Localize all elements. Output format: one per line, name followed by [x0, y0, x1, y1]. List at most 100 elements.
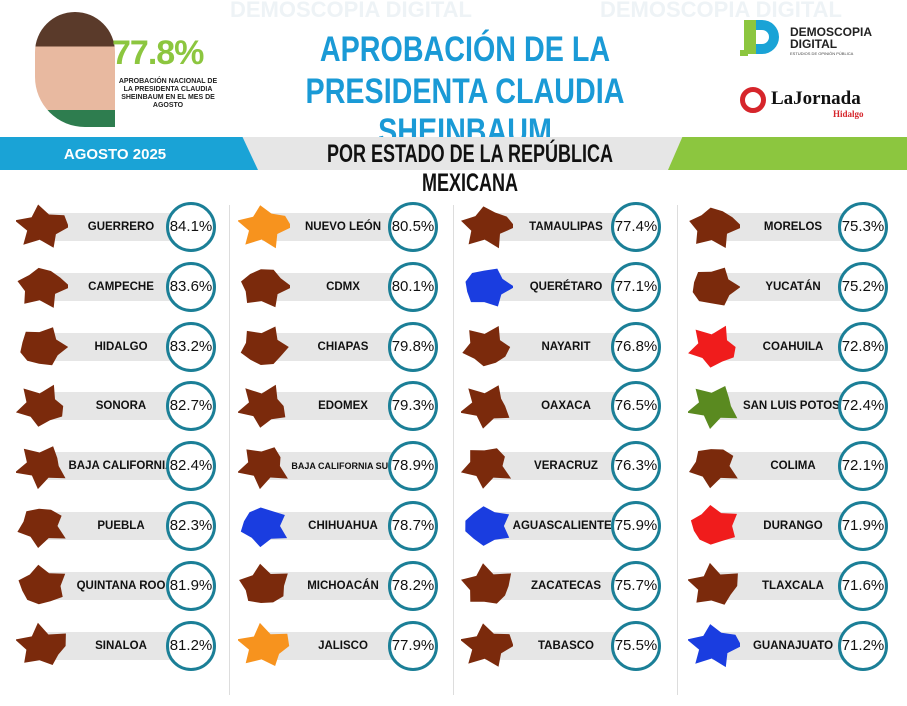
state-approval: 81.9%: [166, 560, 216, 611]
state-map-icon: [238, 205, 290, 249]
state-item: VERACRUZ 76.3%: [461, 438, 676, 494]
state-map-icon: [240, 326, 289, 365]
state-shape: [461, 448, 512, 489]
state-name: QUINTANA ROO: [76, 579, 166, 592]
state-approval: 82.7%: [166, 381, 216, 432]
state-name: TAMAULIPAS: [529, 221, 603, 233]
state-name: NUEVO LEÓN: [304, 221, 382, 233]
state-item: BAJA CALIFORNIA SUR 78.9%: [238, 438, 453, 494]
demoscopia-logo-text: DEMOSCOPIA DIGITAL: [790, 25, 872, 51]
state-item: DURANGO 71.9%: [688, 498, 903, 554]
state-map-icon: [461, 622, 513, 667]
state-approval: 75.3%: [838, 202, 888, 252]
state-shape: [16, 622, 66, 665]
state-shape: [688, 325, 736, 368]
state-shape: [239, 563, 288, 603]
state-shape: [688, 623, 740, 667]
state-map-icon: [16, 622, 66, 665]
state-approval: 71.2%: [838, 620, 888, 671]
state-map-icon: [238, 385, 286, 429]
state-approval: 78.9%: [388, 441, 438, 492]
state-map-icon: [689, 449, 738, 489]
state-name: TABASCO: [537, 639, 594, 652]
state-shape: [16, 446, 66, 490]
state-name: JALISCO: [318, 639, 368, 652]
page-title-line2: PRESIDENTA CLAUDIA SHEINBAUM: [305, 72, 625, 151]
state-name: EDOMEX: [318, 400, 368, 413]
state-name: GUANAJUATO: [752, 639, 834, 652]
president-photo: [35, 12, 115, 127]
band-date-bg: [0, 137, 258, 170]
state-name: HIDALGO: [94, 340, 148, 353]
state-approval: 84.1%: [166, 202, 216, 252]
state-label-bar: [40, 392, 180, 421]
page-title-line1: APROBACIÓN DE LA: [319, 30, 611, 69]
state-item: TLAXCALA 71.6%: [688, 558, 903, 614]
state-item: TABASCO 75.5%: [461, 618, 676, 674]
state-shape: [17, 267, 68, 308]
state-name: DURANGO: [763, 520, 823, 532]
state-map-icon: [238, 447, 288, 490]
watermark: DEMOSCOPIA DIGITAL: [230, 0, 472, 22]
state-name: SAN LUIS POTOSÍ: [742, 400, 844, 413]
date-label: AGOSTO 2025: [63, 146, 167, 163]
state-item: SONORA 82.7%: [16, 378, 231, 434]
state-item: QUINTANA ROO 81.9%: [16, 558, 231, 614]
state-name: COAHUILA: [762, 340, 824, 353]
state-item: ZACATECAS 75.7%: [461, 558, 676, 614]
state-name: BAJA CALIFORNIA SUR: [291, 461, 395, 472]
state-map-icon: [688, 623, 740, 667]
state-map-icon: [461, 448, 512, 489]
state-shape: [17, 508, 66, 548]
state-name: CHIAPAS: [317, 340, 369, 353]
state-shape: [690, 505, 737, 545]
state-name: VERACRUZ: [534, 460, 598, 473]
state-approval: 80.1%: [388, 261, 438, 312]
state-map-icon: [461, 206, 513, 249]
state-item: CAMPECHE 83.6%: [16, 259, 231, 315]
state-name: BAJA CALIFORNIA: [68, 460, 174, 473]
demoscopia-logo-icon: [740, 20, 779, 56]
state-item: GUERRERO 84.1%: [16, 199, 231, 255]
state-shape: [465, 268, 513, 307]
watermark: DEMOSCOPIA DIGITAL: [600, 0, 842, 22]
state-name: AGUASCALIENTES: [512, 520, 620, 532]
state-approval: 83.6%: [166, 261, 216, 312]
state-map-icon: [241, 268, 290, 308]
demoscopia-logo-sub: ESTUDIOS DE OPINIÓN PÚBLICA: [790, 51, 854, 56]
state-approval: 83.2%: [166, 321, 216, 372]
state-approval: 80.5%: [388, 202, 438, 252]
state-shape: [238, 622, 290, 666]
state-name: CHIHUAHUA: [308, 520, 378, 532]
state-map-icon: [689, 207, 740, 248]
state-name: YUCATÁN: [765, 280, 821, 293]
state-approval: 77.9%: [388, 620, 438, 671]
state-map-icon: [16, 446, 66, 490]
state-label-bar: [485, 512, 625, 540]
state-map-icon: [462, 325, 511, 366]
state-shape: [462, 325, 511, 366]
state-map-icon: [20, 326, 68, 365]
state-item: NUEVO LEÓN 80.5%: [238, 199, 453, 255]
state-name: QUERÉTARO: [529, 280, 603, 293]
state-map-icon: [461, 562, 512, 604]
state-item: MORELOS 75.3%: [688, 199, 903, 255]
state-shape: [461, 622, 513, 667]
state-name: PUEBLA: [97, 520, 145, 532]
state-approval: 71.9%: [838, 501, 888, 551]
state-approval: 77.4%: [611, 202, 661, 252]
section-title: POR ESTADO DE LA REPÚBLICA MEXICANA: [326, 140, 614, 197]
national-approval: 77.8%: [112, 34, 204, 72]
state-map-icon: [18, 564, 66, 605]
state-shape: [16, 385, 64, 428]
lajornada-logo-text: LaJornada: [771, 88, 861, 109]
state-approval: 72.8%: [838, 321, 888, 372]
state-shape: [461, 206, 513, 249]
state-item: JALISCO 77.9%: [238, 618, 453, 674]
state-approval: 79.3%: [388, 381, 438, 432]
state-item: YUCATÁN 75.2%: [688, 259, 903, 315]
state-name: NAYARIT: [541, 340, 591, 353]
state-item: EDOMEX 79.3%: [238, 378, 453, 434]
state-shape: [18, 564, 66, 605]
state-shape: [240, 326, 289, 365]
